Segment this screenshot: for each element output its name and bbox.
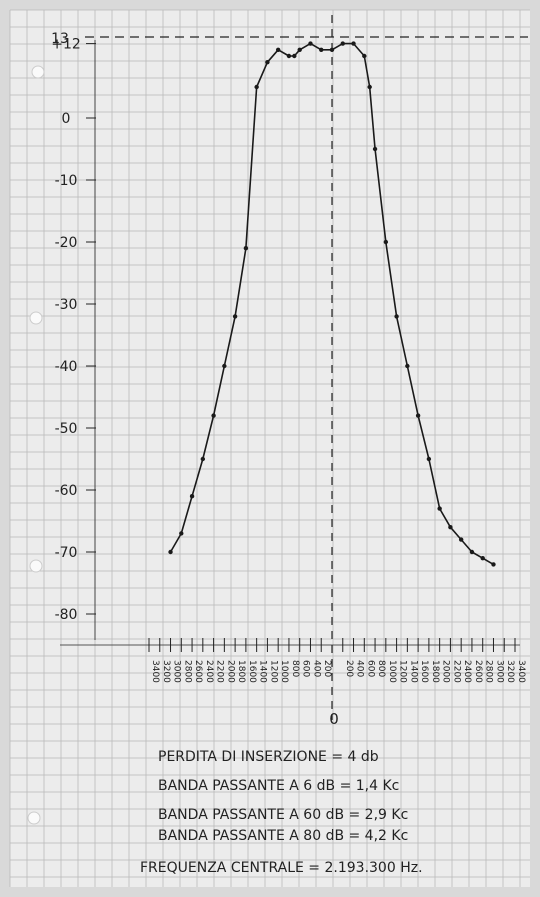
x-tick-label: 800 (376, 660, 386, 677)
center-frequency-label: 0 (329, 710, 339, 728)
y-tick-label: -50 (55, 421, 78, 437)
data-point (394, 314, 399, 319)
y-tick-label: 0 (62, 111, 71, 127)
x-tick-label: 200 (322, 660, 332, 677)
axes (60, 15, 528, 720)
x-tick-label: 2400 (462, 660, 472, 683)
y-tick-label: -60 (55, 483, 78, 499)
x-tick-label: 2200 (451, 660, 461, 683)
note-bandwidth-6db: BANDA PASSANTE A 6 dB = 1,4 Kc (158, 778, 399, 794)
data-point (254, 84, 259, 90)
data-point (340, 41, 345, 46)
x-tick-label: 2000 (225, 660, 235, 683)
data-point (200, 456, 206, 462)
x-tick-label: 1000 (279, 660, 289, 683)
data-point (448, 525, 453, 530)
data-point (308, 41, 313, 46)
x-tick-label: 2800 (182, 660, 192, 683)
data-point (329, 47, 335, 52)
data-point (367, 84, 372, 90)
data-point (469, 549, 475, 555)
x-tick-label: 200 (344, 660, 354, 677)
y-tick-label: -80 (55, 607, 78, 623)
note-bandwidth-80db: BANDA PASSANTE A 80 dB = 4,2 Kc (158, 828, 408, 844)
y-tick-label: +12 (51, 37, 81, 53)
x-tick-label: 400 (355, 660, 365, 677)
x-tick-label: 1800 (236, 660, 246, 683)
y-tick-label: -10 (55, 173, 78, 189)
note-center-frequency: FREQUENZA CENTRALE = 2.193.300 Hz. (140, 860, 423, 876)
data-point (286, 53, 292, 59)
x-tick-label: 600 (301, 660, 311, 677)
data-point (491, 562, 496, 567)
y-tick-label: 13 (51, 31, 69, 47)
x-tick-label: 2200 (215, 660, 225, 683)
punch-hole (29, 559, 43, 573)
y-tick-label: -70 (55, 545, 78, 561)
y-tick-labels: 13+12 0 -10 -20 -30 -40 -50 -60 -70 -80 (51, 31, 96, 623)
data-point (168, 549, 173, 555)
data-point (415, 413, 421, 418)
x-tick-label: 3200 (505, 660, 515, 683)
data-point (189, 494, 195, 499)
data-point (265, 60, 270, 65)
data-point (222, 363, 227, 369)
x-tick-label: 1000 (387, 660, 397, 683)
x-tick-label: 2600 (193, 660, 203, 683)
x-tick-label: 3200 (161, 660, 171, 683)
data-point (351, 41, 356, 46)
data-point (211, 413, 216, 418)
x-tick-label: 2000 (441, 660, 451, 683)
x-tick-label: 800 (290, 660, 300, 677)
grid-lines (9, 9, 530, 887)
x-tick-label: 2400 (204, 660, 214, 683)
x-tick-label: 3000 (172, 660, 182, 683)
data-point (275, 47, 281, 52)
y-tick-label: -40 (55, 359, 78, 375)
punch-hole (31, 65, 45, 79)
y-tick-label: -20 (55, 235, 78, 251)
data-point (480, 556, 485, 561)
x-tick-label: 1400 (258, 660, 268, 683)
data-point (372, 146, 378, 152)
x-tick-label: 1400 (408, 660, 418, 683)
x-tick-label: 1200 (398, 660, 408, 683)
data-point (292, 53, 297, 59)
punch-hole (29, 311, 43, 325)
x-tick-labels: 3400 3200 3000 2800 2600 2400 2200 2000 1800 1600… (148, 638, 526, 683)
data-point (458, 537, 464, 542)
y-tick-label: -30 (55, 297, 78, 313)
data-point (426, 456, 432, 462)
note-insertion-loss: PERDITA DI INSERZIONE = 4 db (158, 749, 379, 765)
x-tick-label: 1800 (430, 660, 440, 683)
data-point (297, 47, 302, 52)
x-tick-label: 1200 (268, 660, 278, 683)
x-tick-label: 400 (311, 660, 321, 677)
data-point (319, 47, 324, 52)
x-tick-label: 3000 (494, 660, 504, 683)
note-bandwidth-60db: BANDA PASSANTE A 60 dB = 2,9 Kc (158, 807, 408, 823)
punch-hole (27, 811, 41, 825)
x-tick-label: 3400 (516, 660, 526, 683)
x-tick-label: 2600 (473, 660, 483, 683)
x-tick-label: 2800 (484, 660, 494, 683)
x-tick-label: 3400 (150, 660, 160, 683)
response-curve (168, 41, 496, 567)
data-point (232, 314, 238, 319)
x-tick-label: 1600 (419, 660, 429, 683)
data-point (179, 531, 184, 536)
data-point (383, 239, 389, 245)
data-point (405, 363, 410, 369)
data-point (362, 53, 367, 59)
data-point (243, 246, 249, 251)
data-point (437, 506, 442, 511)
x-tick-label: 1600 (247, 660, 257, 683)
x-tick-label: 600 (365, 660, 375, 677)
